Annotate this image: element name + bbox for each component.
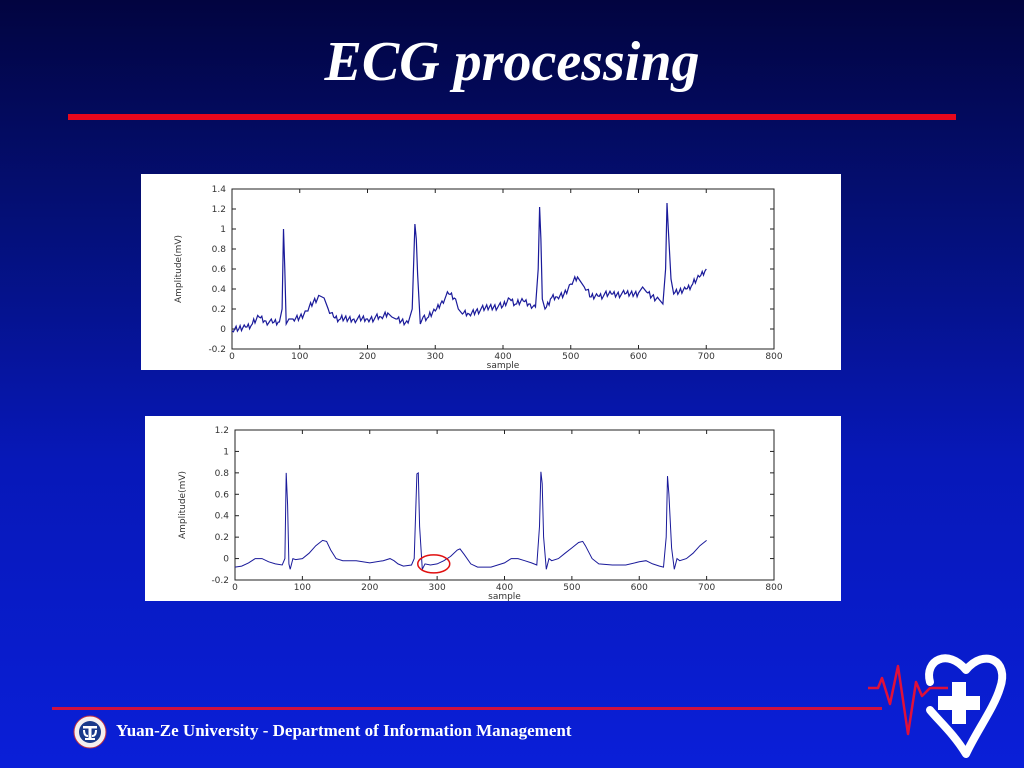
- y-tick-label: 0: [220, 325, 226, 335]
- x-tick-label: 100: [291, 352, 308, 362]
- y-axis-label: Amplitude(mV): [178, 471, 188, 539]
- x-tick-label: 100: [294, 583, 311, 593]
- x-axis-label: sample: [488, 592, 521, 601]
- y-tick-label: 0: [223, 555, 229, 565]
- footer-divider: [52, 707, 882, 710]
- x-tick-label: 600: [631, 583, 648, 593]
- y-tick-label: 0.2: [212, 305, 226, 315]
- raw-ecg-plot: 0 100 200 300 400 500 600 700 800-0.200.20.40.60…: [174, 185, 783, 370]
- y-tick-label: 0.6: [215, 490, 230, 500]
- y-tick-label: 0.4: [212, 285, 227, 295]
- y-tick-label: 1: [223, 447, 229, 457]
- y-tick-label: 0.2: [215, 533, 229, 543]
- y-tick-label: 0.8: [215, 469, 230, 479]
- x-tick-label: 800: [765, 352, 782, 362]
- x-tick-label: 500: [563, 583, 580, 593]
- y-tick-label: 1.2: [215, 426, 229, 436]
- filtered-ecg-plot: 0 100 200 300 400 500 600 700 800-0.200.20.40.60…: [178, 426, 783, 601]
- y-tick-label: -0.2: [211, 576, 229, 586]
- x-tick-label: 700: [698, 583, 715, 593]
- slide-title: ECG processing: [324, 31, 700, 93]
- x-tick-label: 400: [496, 583, 513, 593]
- y-tick-label: 1: [220, 225, 226, 235]
- x-tick-label: 0: [232, 583, 238, 593]
- plot-frame: [234, 429, 775, 581]
- footer-text: Yuan-Ze University - Department of Infor…: [116, 721, 572, 740]
- x-tick-label: 700: [698, 352, 715, 362]
- y-tick-label: 1.2: [212, 205, 226, 215]
- title-divider: [68, 114, 956, 120]
- heart-ecg-medical-cross-icon: [868, 654, 1007, 758]
- x-tick-label: 300: [427, 352, 444, 362]
- plot-frame: [231, 188, 775, 350]
- y-tick-label: 0.4: [215, 512, 230, 522]
- x-tick-label: 200: [361, 583, 378, 593]
- y-tick-label: 1.4: [212, 185, 227, 195]
- y-tick-label: 0.6: [212, 265, 227, 275]
- x-tick-label: 0: [229, 352, 235, 362]
- university-seal-icon: [73, 715, 107, 749]
- highlight-circle: [417, 554, 451, 574]
- x-tick-label: 400: [494, 352, 511, 362]
- ecg-trace: [234, 471, 707, 572]
- x-axis-label: sample: [487, 361, 520, 370]
- ecg-trace: [231, 202, 707, 333]
- y-tick-label: 0.8: [212, 245, 227, 255]
- y-axis-label: Amplitude(mV): [174, 235, 184, 303]
- x-tick-label: 300: [429, 583, 446, 593]
- x-tick-label: 800: [765, 583, 782, 593]
- raw-ecg-chart: 0 100 200 300 400 500 600 700 800 -0.2 0 0.2 0.4 0.6 0…: [141, 174, 841, 370]
- x-tick-label: 500: [562, 352, 579, 362]
- y-tick-label: -0.2: [208, 345, 226, 355]
- x-tick-label: 600: [630, 352, 647, 362]
- filtered-ecg-chart: 0 100 200 300 400 500 600 700 800 -0.2 0 0.2 0.4 0.6 0…: [145, 416, 841, 601]
- x-tick-label: 200: [359, 352, 376, 362]
